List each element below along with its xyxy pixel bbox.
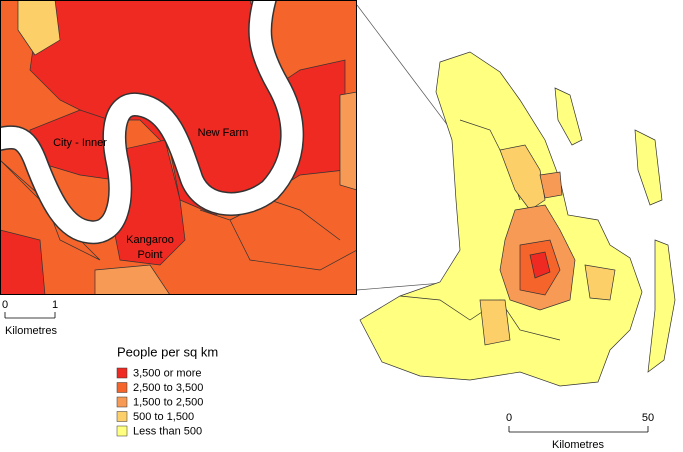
legend-title: People per sq km [117, 344, 218, 359]
place-label: Kangaroo Point [126, 234, 174, 261]
main-map [359, 51, 676, 387]
place-label: City - Inner [53, 137, 107, 149]
inset-map: City - Inner New Farm Kangaroo Point [0, 0, 357, 295]
legend-swatch [116, 425, 128, 437]
legend-swatch [116, 367, 128, 379]
scale-unit: Kilometres [552, 439, 604, 451]
legend: People per sq km 3,500 or more 2,500 to 3… [116, 344, 218, 437]
scale-unit: Kilometres [5, 325, 57, 337]
legend-label: 3,500 or more [133, 367, 201, 379]
scale-tick-label: 50 [642, 412, 654, 424]
legend-label: 2,500 to 3,500 [133, 382, 203, 394]
main-scale: 0 50 Kilometres [506, 412, 654, 451]
legend-label: 500 to 1,500 [133, 411, 194, 423]
inset-scale: 0 1 Kilometres [2, 299, 58, 337]
scale-tick-label: 0 [2, 299, 8, 311]
legend-swatch [116, 396, 128, 408]
legend-swatch [116, 411, 128, 422]
place-label: New Farm [198, 127, 249, 139]
legend-label: 1,500 to 2,500 [133, 396, 203, 408]
legend-swatch [116, 382, 128, 393]
legend-label: Less than 500 [133, 425, 202, 437]
scale-tick-label: 0 [506, 412, 512, 424]
scale-tick-label: 1 [52, 299, 58, 311]
